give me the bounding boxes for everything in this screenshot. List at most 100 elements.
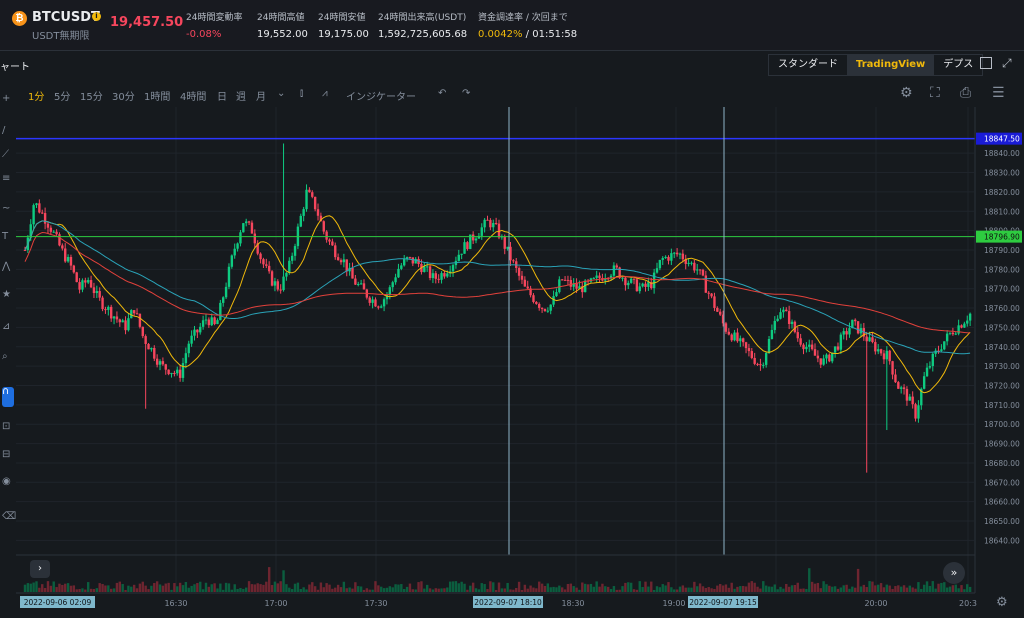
candle-body [673, 252, 676, 254]
redo-icon[interactable]: ↷ [462, 88, 471, 99]
candle-body [124, 320, 127, 331]
candle-body [446, 273, 449, 277]
ruler-icon[interactable]: ⊿ [2, 321, 11, 332]
tab-standard[interactable]: スタンダード [778, 59, 838, 70]
indicator-collapse-button[interactable]: › 10 [30, 134, 62, 151]
candle-body [566, 279, 570, 281]
tab-depth[interactable]: デプス [943, 59, 974, 70]
info-icon[interactable]: i [92, 12, 101, 21]
symbol-name[interactable]: BTCUSDT [32, 10, 100, 25]
candle-body [135, 313, 139, 315]
fib-icon[interactable]: ≡ [2, 173, 11, 184]
volume-bar [963, 589, 966, 592]
volume-bar [664, 585, 667, 592]
volume-bar [787, 586, 791, 592]
volume-bar [891, 588, 894, 592]
chevron-down-icon[interactable]: ⌄ [277, 88, 286, 99]
candle-body [345, 259, 348, 272]
volume-bar [460, 581, 463, 592]
candle-body [118, 319, 121, 323]
axis-settings-icon[interactable]: ⚙ [996, 595, 1008, 610]
candle-body [164, 364, 167, 370]
volume-bar [552, 586, 555, 592]
expand-icon[interactable]: ⤢ [1002, 56, 1012, 70]
volume-bar [704, 587, 708, 592]
tab-tradingview[interactable]: TradingView [847, 55, 935, 75]
x-tick-label: 20:3 [959, 599, 977, 608]
volume-bar [158, 584, 162, 592]
candle-body [934, 350, 937, 354]
candle-body [808, 344, 811, 347]
candle-body [945, 333, 949, 342]
interval-1m[interactable]: 1分 [28, 92, 45, 103]
volume-bar [609, 588, 613, 592]
scroll-to-latest-button[interactable]: » [943, 562, 965, 584]
candle-body [302, 209, 305, 216]
interval-15m[interactable]: 15分 [80, 92, 103, 103]
magnet-icon[interactable]: ∩ [2, 387, 14, 407]
volume-bar [719, 584, 722, 592]
grid-layout-icon[interactable] [980, 57, 992, 69]
star-icon[interactable]: ★ [2, 289, 11, 300]
interval-week[interactable]: 週 [236, 92, 246, 103]
crosshair-icon[interactable]: + [2, 93, 11, 104]
pattern-icon[interactable]: ⋀ [2, 261, 11, 272]
scroll-left-button[interactable]: › [30, 560, 50, 578]
candle-body [957, 325, 960, 334]
indicator-icon[interactable]: ⩘ [322, 88, 328, 99]
fullscreen-icon[interactable]: ⛶ [930, 85, 940, 101]
candle-body [779, 312, 782, 319]
volume-bar [377, 585, 380, 592]
text-icon[interactable]: T [2, 231, 9, 242]
brush-icon[interactable]: ~ [2, 203, 11, 214]
volume-bar [733, 588, 736, 592]
interval-4h[interactable]: 4時間 [180, 92, 207, 103]
candle-body [561, 279, 564, 281]
chart-properties-icon[interactable]: ☰ [992, 85, 1005, 101]
volume-bar [382, 588, 386, 592]
crosshair-date-tag [688, 596, 758, 608]
interval-5m[interactable]: 5分 [54, 92, 71, 103]
volume-bar [526, 588, 529, 592]
lock-all-icon[interactable]: ⊟ [2, 449, 11, 460]
candle-body [925, 367, 929, 377]
interval-30m[interactable]: 30分 [112, 92, 135, 103]
candle-body [951, 332, 955, 335]
y-tick-label: 18720.00 [984, 381, 1020, 390]
volume-bar [38, 587, 41, 592]
volume-bar [868, 581, 871, 592]
volume-bar [693, 581, 696, 592]
interval-1h[interactable]: 1時間 [144, 92, 171, 103]
camera-icon[interactable]: ⎙ [960, 85, 972, 101]
eye-icon[interactable]: ◉ [2, 476, 11, 487]
volume-bar [911, 587, 914, 592]
trend-line-icon[interactable]: / [2, 125, 6, 136]
volume-bar [420, 581, 423, 592]
zoom-icon[interactable]: ⌕ [2, 351, 8, 362]
volume-bar [667, 582, 670, 592]
interval-day[interactable]: 日 [217, 92, 227, 103]
volume-bar [345, 588, 348, 592]
volume-bar [954, 584, 957, 592]
volume-bar [877, 584, 880, 592]
header-bar: ₿ BTCUSDT i USDT無期限 19,457.50 24時間変動率 -0… [0, 0, 1024, 51]
undo-icon[interactable]: ↶ [438, 88, 447, 99]
candle-body [865, 336, 868, 342]
volume-bar [357, 586, 360, 592]
volume-bar [328, 584, 331, 592]
candle-body [173, 372, 176, 374]
settings-icon[interactable]: ⚙ [900, 85, 913, 101]
interval-month[interactable]: 月 [256, 92, 266, 103]
candle-body [460, 253, 463, 255]
volume-bar [865, 587, 868, 592]
candle-body [592, 277, 595, 279]
indicator-button[interactable]: インジケーター [346, 92, 416, 103]
candle-body [95, 291, 99, 294]
volume-bar [540, 583, 544, 592]
trash-icon[interactable]: ⌫ [2, 511, 17, 522]
candle-type-icon[interactable]: ⫾ [300, 88, 304, 99]
pitchfork-icon[interactable]: ⟋ [2, 149, 9, 160]
lock-icon[interactable]: ⊡ [2, 421, 11, 432]
volume-bar [698, 583, 702, 592]
crosshair-date-label: 2022-09-06 02:09 [24, 598, 92, 607]
